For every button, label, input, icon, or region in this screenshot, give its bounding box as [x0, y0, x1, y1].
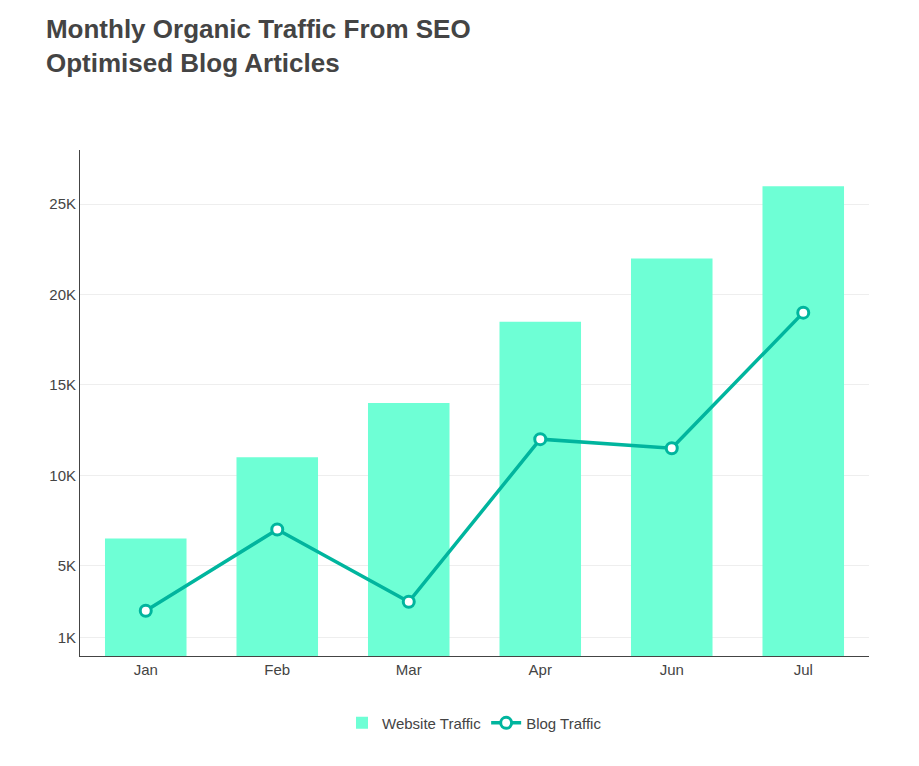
svg-text:15K: 15K	[49, 376, 76, 393]
svg-text:Blog Traffic: Blog Traffic	[526, 715, 601, 732]
svg-text:10K: 10K	[49, 467, 76, 484]
svg-text:Mar: Mar	[396, 661, 422, 678]
svg-text:Website Traffic: Website Traffic	[382, 715, 481, 732]
svg-text:5K: 5K	[58, 557, 76, 574]
svg-text:20K: 20K	[49, 286, 76, 303]
svg-text:Jan: Jan	[134, 661, 158, 678]
svg-text:1K: 1K	[58, 629, 76, 646]
svg-text:Feb: Feb	[264, 661, 290, 678]
svg-text:Jun: Jun	[660, 661, 684, 678]
svg-text:25K: 25K	[49, 195, 76, 212]
svg-text:Apr: Apr	[529, 661, 552, 678]
svg-text:Jul: Jul	[794, 661, 813, 678]
svg-text:Monthly Organic Traffic From S: Monthly Organic Traffic From SEOOptimise…	[46, 14, 471, 78]
